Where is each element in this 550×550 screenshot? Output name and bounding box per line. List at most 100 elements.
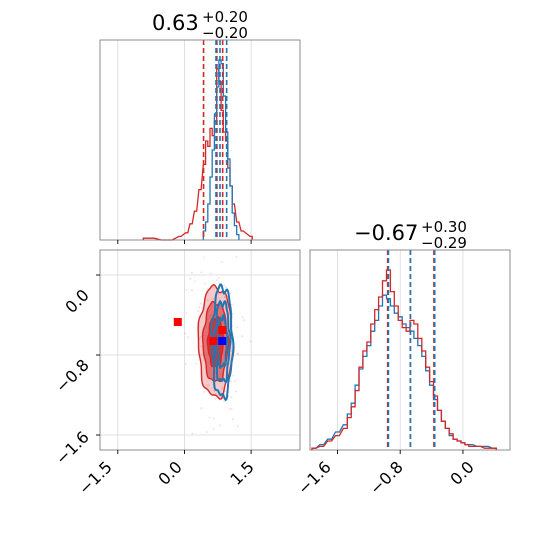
scatter-point (193, 280, 196, 283)
joint-grid (100, 250, 300, 450)
joint-y-tick-label: −1.6 (52, 427, 93, 468)
square-marker (218, 326, 227, 334)
marginal-2-grid (337, 250, 464, 450)
scatter-point (200, 302, 202, 305)
scatter-point (197, 310, 200, 313)
scatter-point (223, 284, 226, 287)
scatter-point (223, 296, 226, 299)
histogram-step-line (311, 269, 497, 450)
scatter-point (230, 408, 233, 410)
histogram-step-line (311, 294, 497, 450)
marginal-panel-2: −0.67 +0.30 −0.29 −1.6 −0.8 0.0 (294, 218, 511, 498)
marginal-panel-1: 0.63 +0.20 −0.20 (99, 8, 301, 244)
scatter-point (236, 352, 239, 355)
scatter-point (230, 303, 233, 306)
scatter-point (189, 277, 192, 280)
scatter-point (207, 384, 210, 387)
histogram-step-line (142, 68, 253, 241)
scatter-point (203, 359, 205, 361)
scatter-point (224, 296, 226, 299)
marginal-1-title-upper: +0.20 (202, 8, 248, 26)
scatter-point (231, 313, 234, 315)
joint-x-tick-label: 1.5 (226, 457, 257, 488)
scatter-point (210, 272, 213, 275)
marginal-1-frame (99, 39, 301, 241)
scatter-point (202, 256, 205, 259)
scatter-point (200, 353, 203, 356)
scatter-point (237, 353, 240, 356)
scatter-point (198, 306, 201, 309)
joint-x-tick-labels: −1.5 0.0 1.5 (75, 457, 258, 498)
scatter-point (198, 337, 201, 340)
square-marker (173, 318, 182, 326)
scatter-point (217, 297, 220, 299)
scatter-point (225, 286, 228, 288)
scatter-point (191, 289, 193, 292)
marginal-1-histograms (142, 59, 253, 241)
marginal-2-title-value: −0.67 (354, 221, 418, 245)
scatter-point (232, 374, 235, 377)
marginal-1-ticks (117, 240, 252, 244)
scatter-point (206, 299, 209, 302)
scatter-point (203, 391, 206, 393)
scatter-point (217, 292, 220, 295)
scatter-point (200, 407, 203, 410)
scatter-point (204, 282, 206, 285)
scatter-point (218, 424, 221, 427)
marginal-2-quantile-lines (386, 250, 436, 450)
scatter-point (206, 431, 208, 433)
scatter-point (217, 277, 220, 279)
scatter-point (249, 340, 252, 343)
joint-x-tick-label: −1.5 (75, 457, 116, 498)
scatter-point (200, 271, 203, 274)
marginal-2-histograms (311, 269, 497, 450)
scatter-point (212, 417, 215, 420)
marginal-2-frame (309, 249, 511, 451)
scatter-point (191, 271, 193, 274)
histogram-step-line (202, 59, 240, 240)
marginal-1-grid (117, 40, 252, 240)
scatter-point (215, 279, 218, 281)
scatter-point (187, 336, 190, 339)
joint-y-tick-label: 0.0 (61, 285, 92, 316)
scatter-point (235, 390, 237, 393)
scatter-point (185, 312, 188, 315)
marginal-2-x-tick-labels: −1.6 −0.8 0.0 (294, 457, 478, 498)
marginal-2-title-lower: −0.29 (421, 234, 467, 252)
scatter-point (234, 380, 237, 383)
scatter-point (229, 380, 232, 383)
scatter-point (235, 255, 238, 258)
scatter-point (195, 362, 197, 365)
joint-y-tick-label: −0.8 (52, 355, 93, 396)
scatter-point (184, 332, 187, 335)
marginal-2-ticks (337, 450, 464, 454)
scatter-point (231, 418, 234, 420)
joint-ticks (96, 274, 252, 454)
joint-x-tick-label: 0.0 (154, 457, 185, 488)
scatter-point (212, 428, 215, 430)
square-marker (218, 337, 227, 345)
joint-panel: −1.5 0.0 1.5 0.0 −0.8 −1.6 (52, 249, 301, 498)
scatter-point (221, 386, 224, 388)
scatter-point (184, 363, 187, 366)
square-marker (209, 337, 218, 345)
scatter-point (191, 432, 194, 435)
marginal-2-x-tick-label: −1.6 (294, 457, 335, 498)
scatter-point (214, 397, 217, 400)
scatter-point (230, 396, 233, 399)
scatter-point (241, 335, 244, 338)
marginal-1-title-value: 0.63 (152, 11, 199, 35)
scatter-point (223, 400, 225, 403)
joint-y-tick-labels: 0.0 −0.8 −1.6 (52, 285, 93, 468)
marginal-2-x-tick-label: 0.0 (446, 457, 477, 488)
scatter-point (218, 298, 221, 301)
scatter-point (208, 416, 211, 419)
scatter-point (241, 316, 244, 319)
scatter-point (228, 408, 231, 411)
scatter-point (221, 387, 223, 390)
scatter-point (236, 425, 239, 428)
scatter-point (199, 336, 202, 338)
joint-frame (99, 249, 301, 451)
scatter-point (200, 345, 203, 348)
